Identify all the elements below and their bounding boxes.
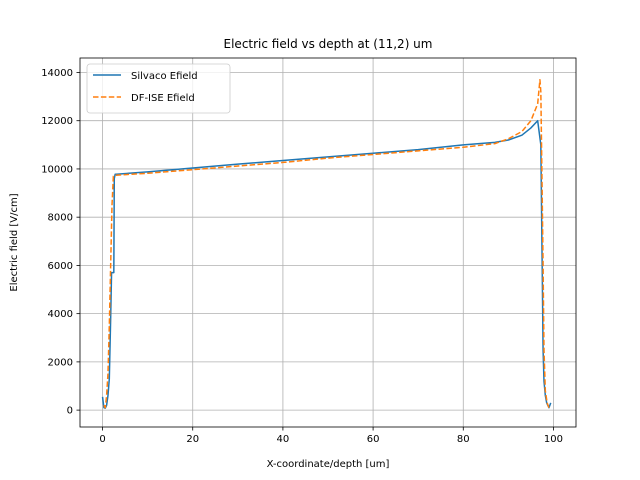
y-tick-label: 2000 [48,357,73,368]
x-tick-label: 100 [544,434,563,445]
x-tick-label: 0 [99,434,105,445]
legend-label-dfise: DF-ISE Efield [131,93,195,104]
legend: Silvaco Efield DF-ISE Efield [86,63,231,114]
y-axis-label: Electric field [V/cm] [9,193,20,291]
chart-title: Electric field vs depth at (11,2) um [224,37,433,51]
tick-layer: 0 20 40 60 80 100 0 2000 4000 6000 8000 10000 12000 1… [41,68,563,445]
x-tick-label: 60 [367,434,380,445]
x-tick-label: 40 [277,434,290,445]
y-tick-label: 8000 [48,213,73,224]
y-tick-label: 12000 [41,116,73,127]
plot-background [80,58,576,427]
legend-label-silvaco: Silvaco Efield [131,71,198,82]
x-axis-label: X-coordinate/depth [um] [267,459,390,470]
y-tick-label: 0 [67,406,73,417]
x-tick-label: 20 [186,434,199,445]
series-line-dfise [103,78,550,409]
y-tick-label: 14000 [41,68,73,79]
legend-box [86,63,231,114]
series-layer [101,78,552,409]
plot-frame [79,57,577,428]
y-tick-label: 4000 [48,309,73,320]
grid-layer [80,58,576,427]
y-tick-label: 10000 [41,164,73,175]
y-tick-label: 6000 [48,261,73,272]
x-tick-label: 80 [457,434,470,445]
series-line-silvaco [101,119,552,409]
